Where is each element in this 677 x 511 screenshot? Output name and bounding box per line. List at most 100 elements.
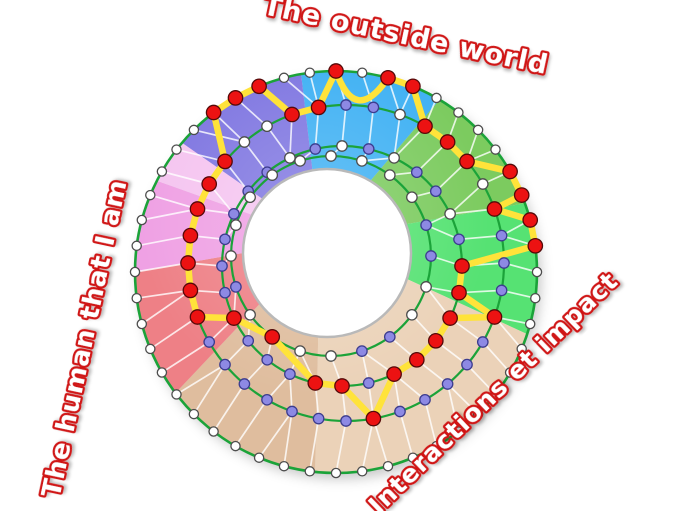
node-r2-15-selected[interactable]	[307, 375, 324, 391]
node-r3-14-purple[interactable]	[230, 281, 242, 293]
node-r1-7-selected[interactable]	[486, 201, 503, 217]
node-r1-23-purple[interactable]	[219, 358, 231, 371]
node-r1-20-purple[interactable]	[286, 405, 298, 418]
node-r0-32-white[interactable]	[156, 367, 168, 378]
node-r1-22-purple[interactable]	[238, 378, 251, 390]
node-r3-13-white[interactable]	[244, 308, 256, 321]
node-r3-16-white[interactable]	[230, 219, 242, 231]
node-r1-29-selected[interactable]	[189, 201, 206, 217]
node-r0-22-white[interactable]	[382, 460, 394, 472]
node-r2-12-selected[interactable]	[386, 366, 402, 382]
node-r0-9-selected[interactable]	[513, 187, 530, 203]
node-r1-10-purple[interactable]	[495, 284, 508, 297]
node-r1-1-purple[interactable]	[367, 101, 380, 114]
node-r3-3-white[interactable]	[406, 191, 418, 204]
node-r1-17-selected[interactable]	[365, 410, 382, 427]
node-r2-14-selected[interactable]	[334, 378, 350, 394]
node-r0-45-selected[interactable]	[251, 78, 267, 95]
node-r0-27-white[interactable]	[253, 452, 265, 463]
node-r0-29-white[interactable]	[208, 426, 219, 437]
node-r3-12-selected[interactable]	[264, 329, 281, 345]
node-r2-0-white[interactable]	[336, 140, 348, 152]
node-r1-16-purple[interactable]	[394, 405, 406, 418]
node-r0-10-selected[interactable]	[522, 212, 539, 228]
node-r1-11-selected[interactable]	[486, 309, 503, 325]
node-r3-7-white[interactable]	[406, 308, 418, 321]
node-r0-33-white[interactable]	[145, 343, 156, 355]
node-r2-27-purple[interactable]	[309, 143, 322, 155]
node-r3-4-purple[interactable]	[420, 219, 432, 231]
node-r0-21-white[interactable]	[407, 452, 419, 463]
node-r1-25-selected[interactable]	[189, 309, 206, 325]
node-r0-7-white[interactable]	[490, 144, 501, 155]
node-r2-19-selected[interactable]	[226, 310, 242, 326]
node-r3-11-white[interactable]	[294, 345, 306, 357]
node-r0-23-white[interactable]	[356, 466, 368, 477]
node-r0-16-white[interactable]	[504, 367, 516, 378]
node-r0-43-selected[interactable]	[205, 104, 222, 121]
node-r1-34-selected[interactable]	[284, 106, 300, 123]
node-r3-8-purple[interactable]	[383, 331, 396, 343]
node-r2-21-purple[interactable]	[216, 260, 228, 272]
node-r0-24-white[interactable]	[330, 467, 342, 479]
node-r3-1-white[interactable]	[356, 155, 368, 167]
node-r1-21-purple[interactable]	[261, 393, 273, 406]
node-r0-19-white[interactable]	[453, 426, 464, 437]
node-r0-37-white[interactable]	[131, 240, 142, 252]
node-r2-9-selected[interactable]	[442, 310, 458, 326]
node-r0-12-white[interactable]	[531, 266, 543, 278]
node-r2-16-purple[interactable]	[284, 368, 296, 380]
node-r1-18-purple[interactable]	[340, 415, 352, 427]
node-r1-6-white[interactable]	[476, 178, 489, 190]
node-r0-17-white[interactable]	[490, 389, 501, 400]
node-r1-27-selected[interactable]	[180, 255, 196, 271]
node-r0-0-selected[interactable]	[328, 63, 344, 79]
node-r1-14-purple[interactable]	[441, 378, 454, 390]
node-r0-38-white[interactable]	[136, 214, 148, 226]
node-r2-11-selected[interactable]	[408, 351, 425, 368]
node-r3-15-white[interactable]	[225, 250, 237, 262]
node-r0-39-white[interactable]	[145, 189, 156, 201]
node-r0-2-selected[interactable]	[380, 69, 396, 86]
node-r1-26-selected[interactable]	[182, 282, 199, 299]
node-r0-41-white[interactable]	[171, 144, 182, 155]
node-r3-17-white[interactable]	[244, 191, 256, 204]
node-r3-6-white[interactable]	[420, 281, 432, 293]
node-r0-8-selected[interactable]	[502, 163, 518, 180]
node-r2-18-purple[interactable]	[242, 334, 255, 347]
node-r1-2-white[interactable]	[394, 108, 406, 121]
node-r0-34-white[interactable]	[136, 318, 148, 330]
node-r1-19-purple[interactable]	[312, 412, 325, 425]
node-r2-7-selected[interactable]	[454, 258, 470, 274]
node-r1-31-selected[interactable]	[217, 153, 233, 170]
node-r1-5-selected[interactable]	[459, 153, 475, 170]
node-r2-5-white[interactable]	[444, 208, 456, 220]
node-r0-30-white[interactable]	[188, 408, 200, 420]
node-r2-8-selected[interactable]	[451, 284, 467, 301]
node-r1-3-selected[interactable]	[417, 118, 433, 135]
node-r0-15-white[interactable]	[516, 343, 527, 355]
node-r0-44-selected[interactable]	[227, 90, 244, 106]
node-r0-35-white[interactable]	[131, 292, 142, 304]
node-r2-6-purple[interactable]	[453, 233, 465, 246]
node-r2-3-purple[interactable]	[410, 166, 423, 179]
node-r1-35-selected[interactable]	[310, 99, 327, 116]
node-r2-22-purple[interactable]	[219, 233, 231, 246]
node-r3-18-white[interactable]	[266, 169, 279, 181]
node-r2-2-white[interactable]	[388, 152, 400, 164]
node-r3-2-white[interactable]	[383, 169, 396, 181]
node-r0-1-white[interactable]	[356, 67, 368, 78]
node-r2-4-purple[interactable]	[429, 185, 442, 198]
node-r1-8-purple[interactable]	[495, 229, 508, 242]
node-r2-17-purple[interactable]	[261, 353, 274, 366]
node-r1-4-selected[interactable]	[439, 134, 456, 150]
node-r0-31-white[interactable]	[171, 389, 182, 400]
node-r2-26-white[interactable]	[284, 152, 296, 164]
node-r3-0-white[interactable]	[325, 150, 337, 162]
node-r3-9-purple[interactable]	[356, 345, 368, 357]
node-r3-5-purple[interactable]	[425, 250, 437, 262]
node-r0-26-white[interactable]	[278, 460, 290, 472]
node-r0-11-selected[interactable]	[527, 237, 544, 254]
node-r1-33-white[interactable]	[261, 120, 273, 133]
node-r0-20-white[interactable]	[431, 440, 442, 452]
